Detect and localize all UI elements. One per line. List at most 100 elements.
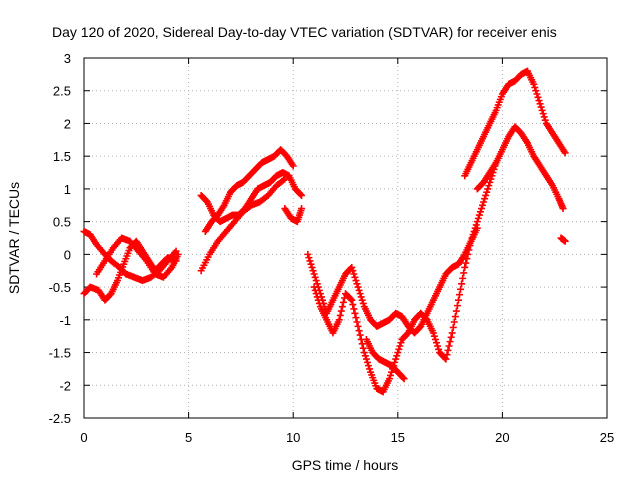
data-point [461,263,469,271]
data-point [386,371,394,379]
data-point [358,296,366,304]
data-point [350,270,358,278]
data-point [353,318,361,326]
data-point [306,257,314,265]
data-point [354,322,362,330]
data-point [336,311,344,319]
data-point [338,303,346,311]
data-point [391,358,399,366]
data-point [532,87,540,95]
data-point [463,255,471,263]
data-point [362,355,370,363]
data-point [446,338,454,346]
series-arc-8 [304,224,481,337]
data-marks [80,67,569,396]
data-point [304,250,312,258]
y-tick-label: -2.5 [49,411,71,426]
data-point [363,358,371,366]
data-point [351,309,359,317]
data-point [444,346,452,354]
data-point [469,231,477,239]
data-point [355,327,363,335]
data-point [315,299,323,307]
data-point [279,176,287,184]
data-point [476,208,484,216]
data-point [429,329,437,337]
data-point [308,263,316,271]
data-point [538,106,546,114]
y-tick-label: -0.5 [49,280,71,295]
data-point [464,250,472,258]
data-point [479,201,487,209]
y-tick-label: -1 [59,313,71,328]
data-point [361,352,369,360]
data-point [350,305,358,313]
x-tick-label: 10 [286,430,300,445]
data-point [477,205,485,213]
series-arc-5 [201,146,297,235]
data-point [352,314,360,322]
data-point [355,286,363,294]
data-point [392,355,400,363]
data-point [348,263,356,271]
series-arc-9 [310,159,500,396]
series-arc-10 [362,335,408,383]
data-point [337,307,345,315]
data-point [399,374,407,382]
data-point [458,280,466,288]
x-tick-labels: 0 5 10 15 20 25 [80,430,614,445]
data-point [309,267,317,275]
data-point [471,224,479,232]
data-point [312,277,320,285]
data-point [474,214,482,222]
data-point [305,254,313,262]
data-point [434,342,442,350]
data-point [307,260,315,268]
data-point [313,293,321,301]
data-point [486,178,494,186]
data-point [314,296,322,304]
axis-ticks [83,57,608,419]
y-tick-label: 2 [64,116,71,131]
data-point [359,344,367,352]
data-point [447,333,455,341]
data-point [456,291,464,299]
data-point [357,293,365,301]
series-arc-11 [461,67,569,180]
data-point [430,332,438,340]
data-point [431,335,439,343]
data-point [366,365,374,373]
data-point [359,299,367,307]
data-point [435,345,443,353]
data-point [360,349,368,357]
data-point [298,191,306,199]
data-point [400,375,408,383]
data-point [466,242,474,250]
data-point [481,195,489,203]
data-point [354,283,362,291]
data-point [335,316,343,324]
data-point [395,345,403,353]
data-point [339,298,347,306]
data-point [460,269,468,277]
data-point [348,296,356,304]
data-point [358,340,366,348]
data-point [467,237,475,245]
data-point [289,162,297,170]
x-tick-label: 25 [600,430,614,445]
data-point [452,307,460,315]
x-tick-label: 20 [495,430,509,445]
data-point [483,188,491,196]
data-point [537,103,545,111]
data-point [485,182,493,190]
x-tick-label: 5 [185,430,192,445]
series-arc-7 [281,205,306,226]
grid [84,58,607,418]
data-point [442,355,450,363]
plot-frame [83,57,608,419]
data-point [540,113,548,121]
data-point [310,283,318,291]
data-point [531,83,539,91]
data-point [356,290,364,298]
